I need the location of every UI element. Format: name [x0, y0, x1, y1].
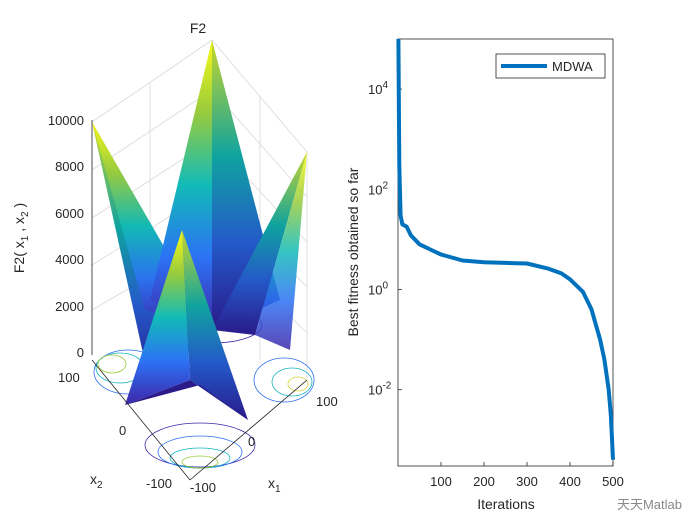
- series-line-mdwa: [396, 38, 615, 460]
- y-axis-line: [91, 359, 191, 481]
- x-axis-line: [189, 379, 308, 481]
- x-tick-labels: -100 0 100: [190, 394, 338, 495]
- z-tick-label: 10000: [48, 113, 84, 128]
- watermark: 天天Matlab: [616, 497, 682, 512]
- x-tick-label: 300: [516, 474, 538, 489]
- x-tick-label: 0: [248, 434, 255, 449]
- z-axis-label: F2( x1 , x2 ): [11, 203, 31, 273]
- y-tick-label: 100: [58, 370, 80, 385]
- x-tick-label: 400: [559, 474, 581, 489]
- z-tick-label: 0: [77, 345, 84, 360]
- y-tick-label: 10-2: [368, 381, 392, 398]
- z-tick-label: 4000: [55, 252, 84, 267]
- surface-title: F2: [190, 20, 207, 36]
- x-tick-label: 200: [473, 474, 495, 489]
- surface-mesh: [92, 40, 307, 420]
- y-tick-label: 104: [368, 80, 388, 97]
- y-tick-labels: 100 0 -100: [58, 370, 172, 491]
- z-tick-labels: 0 2000 4000 6000 8000 10000: [48, 113, 84, 360]
- y-tick-label: 0: [119, 423, 126, 438]
- convergence-plot: 10-2 100 102 104 100 200 300 400 500 Iterations…: [345, 38, 624, 512]
- z-tick-label: 6000: [55, 206, 84, 221]
- y-axis-label-fitness: Best fitness obtained so far: [345, 167, 361, 336]
- legend: MDWA: [495, 53, 606, 79]
- x-tick-label: 100: [430, 474, 452, 489]
- y-tick-label: 100: [368, 281, 388, 298]
- z-tick-label: 8000: [55, 159, 84, 174]
- legend-label-mdwa: MDWA: [552, 59, 593, 74]
- x-tick-label: -100: [190, 480, 216, 495]
- x-axis-label-iterations: Iterations: [477, 496, 535, 512]
- y-tick-labels-log: 10-2 100 102 104: [368, 80, 392, 398]
- x-tick-label: 500: [602, 474, 624, 489]
- x-axis-label: x1: [268, 475, 281, 495]
- y-tick-label: 102: [368, 180, 388, 197]
- z-tick-label: 2000: [55, 299, 84, 314]
- x-tick-labels-iter: 100 200 300 400 500: [430, 474, 624, 489]
- x-tick-label: 100: [316, 394, 338, 409]
- plot-area: [397, 38, 614, 467]
- surface-plot: F2: [11, 20, 338, 495]
- x-tick-marks: [440, 462, 614, 466]
- y-axis-label: x2: [90, 471, 103, 491]
- y-tick-label: -100: [146, 476, 172, 491]
